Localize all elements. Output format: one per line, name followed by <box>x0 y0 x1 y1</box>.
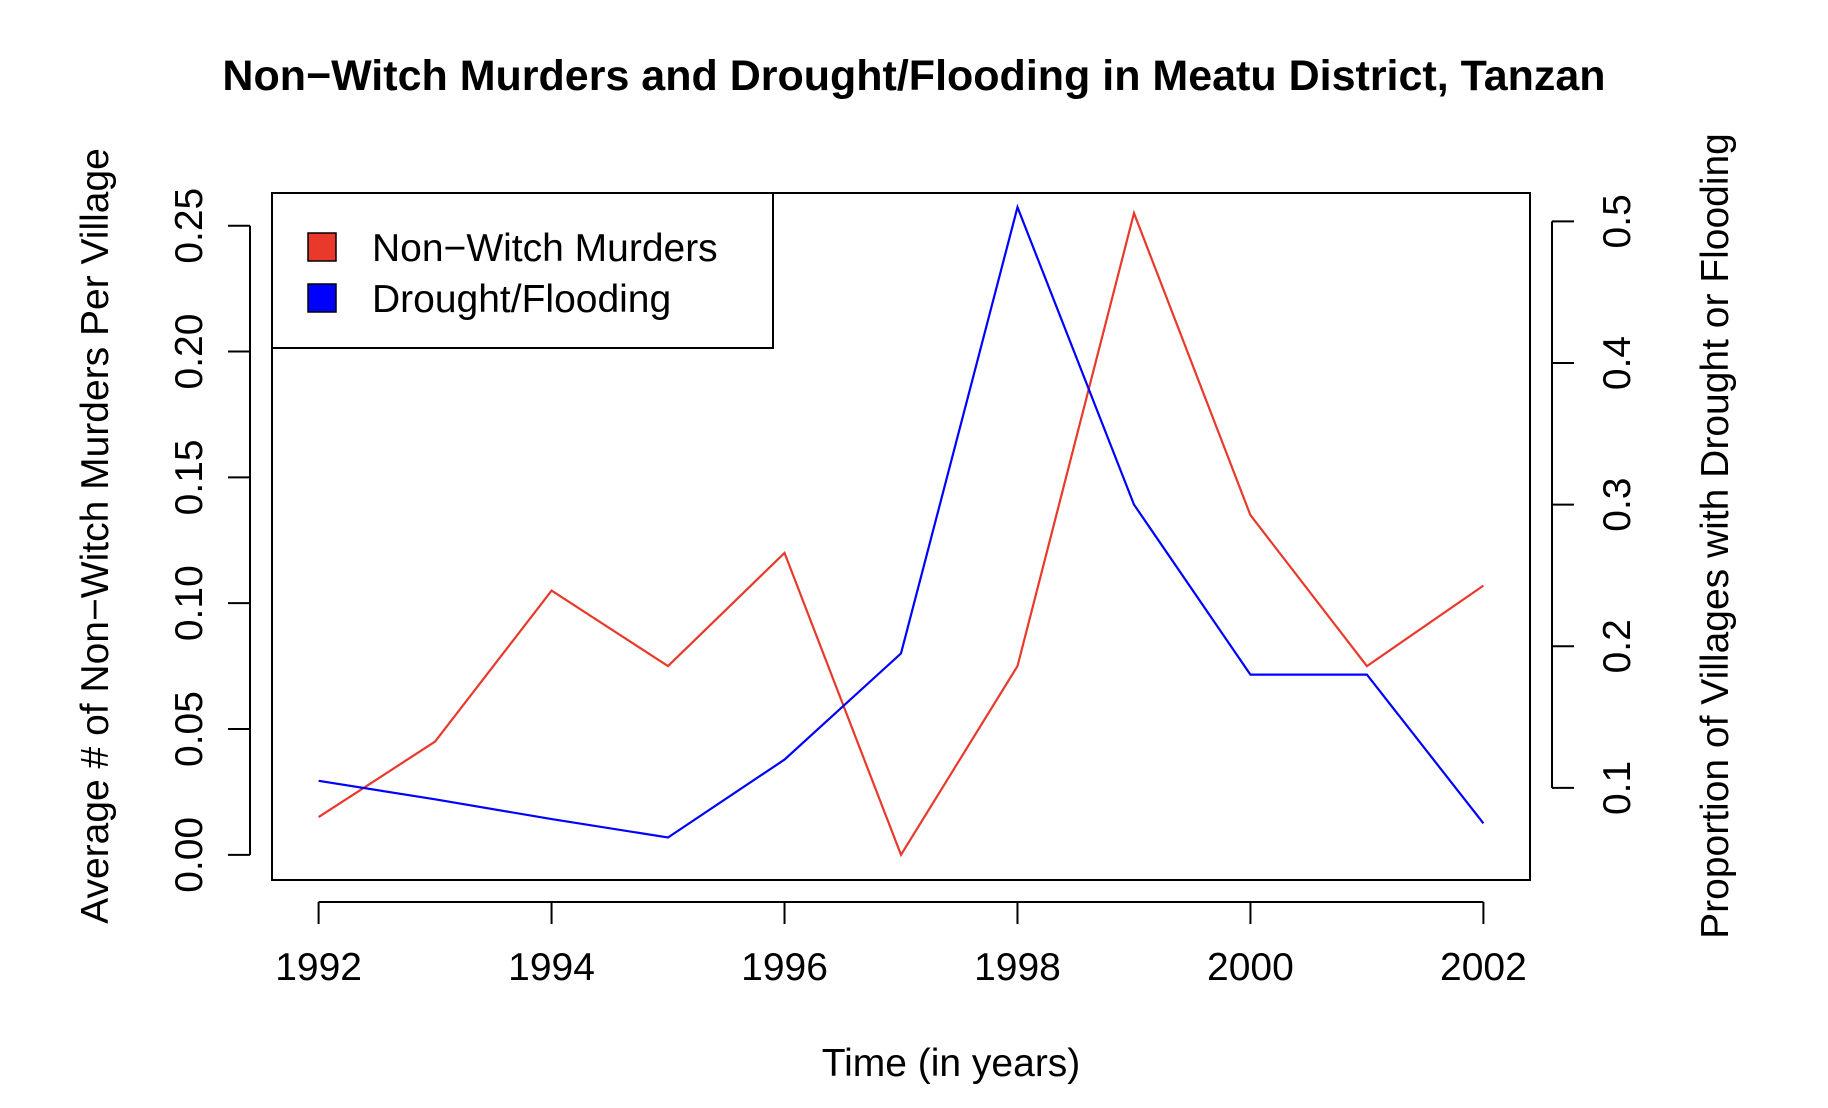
plot-frame <box>271 192 1531 881</box>
chart-title: Non−Witch Murders and Drought/Flooding i… <box>222 52 1605 100</box>
legend-swatch-drought <box>307 283 337 313</box>
left-tick-label: 0.10 <box>168 565 211 641</box>
legend-label-murders: Non−Witch Murders <box>372 227 718 270</box>
right-tick-label: 0.4 <box>1596 336 1639 390</box>
right-y-axis: 0.1 0.2 0.3 0.4 0.5 <box>1551 194 1639 815</box>
legend-box <box>271 192 774 349</box>
left-y-axis-label: Average # of Non−Witch Murders Per Villa… <box>74 148 117 924</box>
right-y-axis-label: Proportion of Villages with Drought or F… <box>1694 133 1737 939</box>
legend-swatch-murders <box>307 232 337 262</box>
left-tick-label: 0.15 <box>168 439 211 515</box>
series-line-murders <box>318 209 1485 858</box>
left-tick-label: 0.00 <box>168 817 211 893</box>
series-lines <box>318 203 1485 858</box>
x-axis: 1992 1994 1996 1998 2000 2002 <box>275 901 1527 989</box>
right-tick-label: 0.3 <box>1596 478 1639 532</box>
x-tick-label: 1994 <box>508 946 595 989</box>
right-tick-label: 0.1 <box>1596 761 1639 815</box>
left-tick-label: 0.05 <box>168 691 211 767</box>
x-tick-label: 2002 <box>1440 946 1527 989</box>
left-tick-label: 0.25 <box>168 188 211 264</box>
right-tick-label: 0.5 <box>1596 194 1639 248</box>
x-tick-label: 1998 <box>974 946 1061 989</box>
x-axis-label: Time (in years) <box>822 1042 1081 1085</box>
x-tick-label: 1992 <box>275 946 362 989</box>
left-tick-label: 0.20 <box>168 314 211 390</box>
x-tick-label: 1996 <box>741 946 828 989</box>
right-tick-label: 0.2 <box>1596 619 1639 673</box>
legend-label-drought: Drought/Flooding <box>372 278 671 321</box>
series-line-drought <box>318 203 1485 839</box>
left-y-axis: 0.00 0.05 0.10 0.15 0.20 0.25 <box>168 188 251 893</box>
legend: Non−Witch Murders Drought/Flooding <box>271 192 774 349</box>
x-tick-label: 2000 <box>1207 946 1294 989</box>
